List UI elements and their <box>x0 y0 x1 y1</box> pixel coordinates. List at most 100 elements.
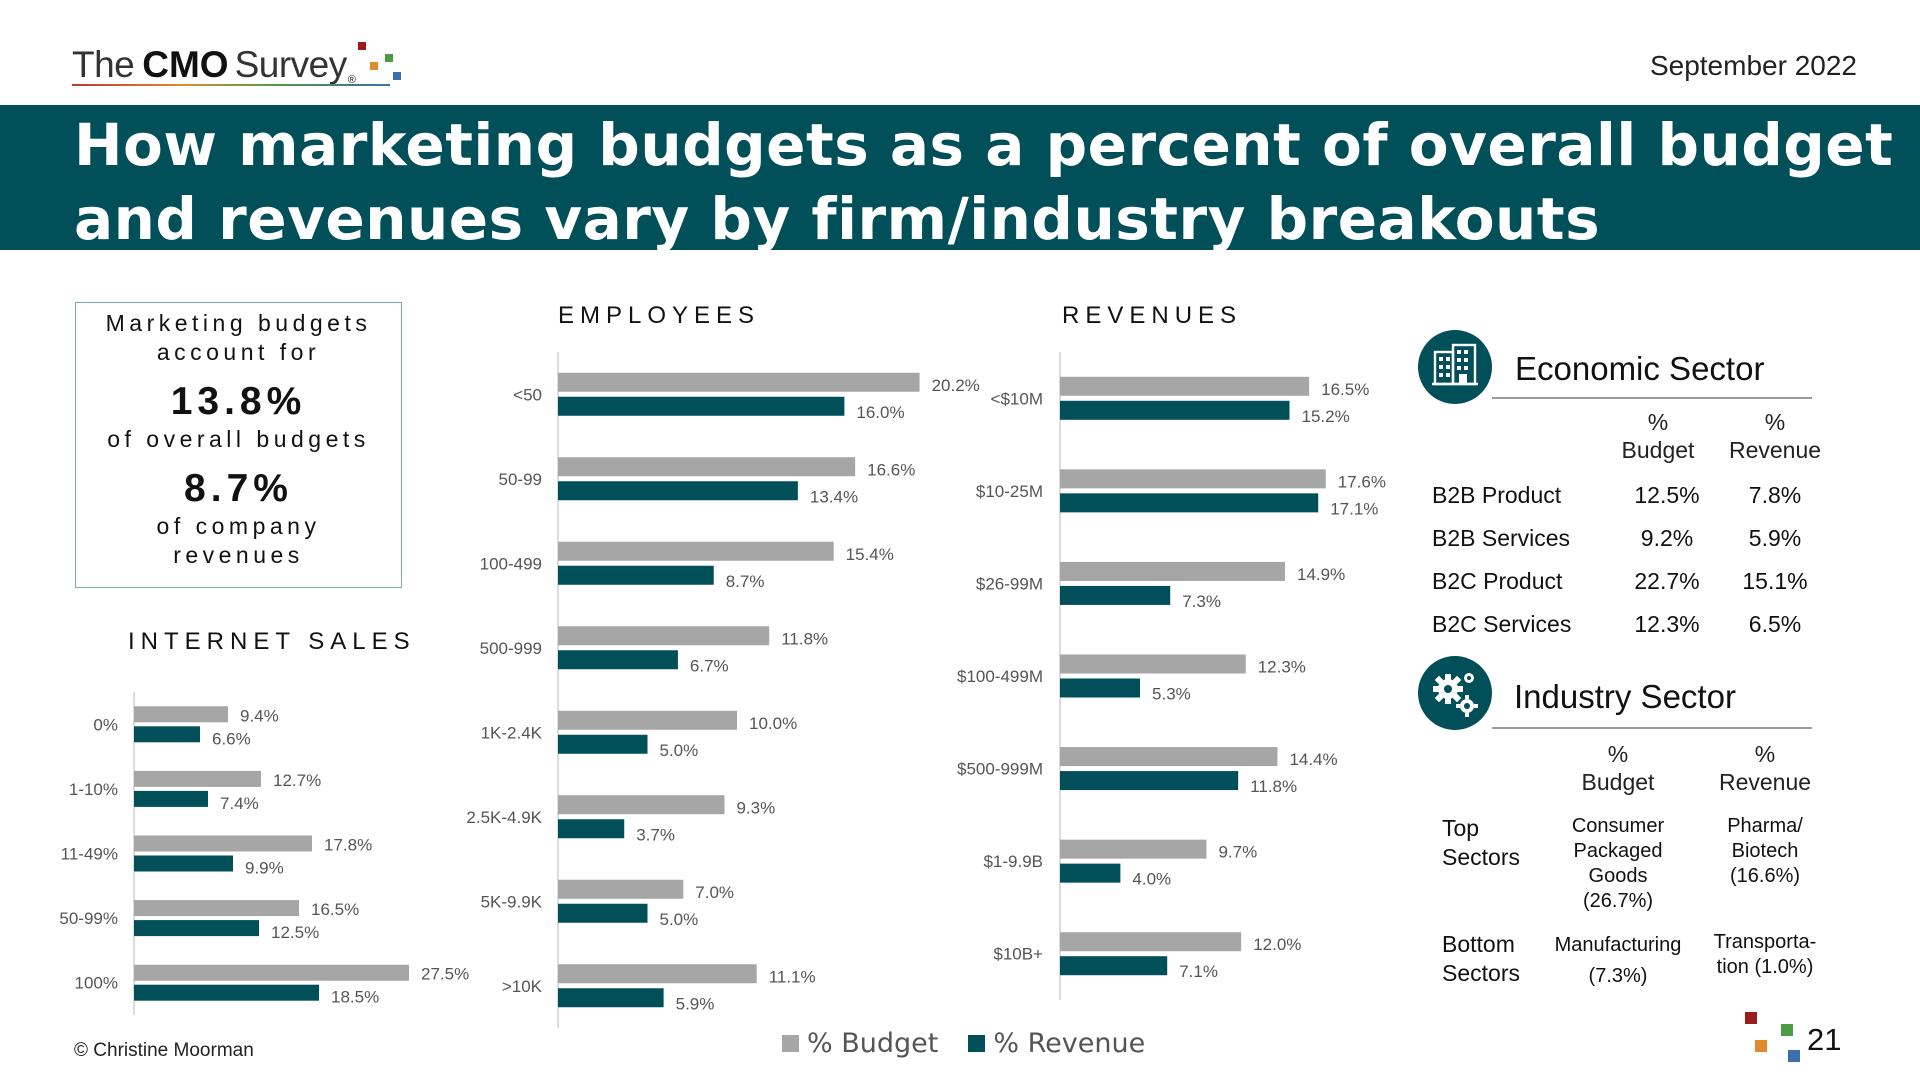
employees-budget-bar <box>558 964 757 984</box>
internet-sales-category-label: 1-10% <box>69 780 118 799</box>
internet-sales-category-label: 0% <box>93 715 118 734</box>
revenues-budget-bar <box>1060 376 1310 396</box>
economic-row-revenue: 5.9% <box>1748 525 1802 551</box>
employees-budget-value: 20.2% <box>932 376 980 395</box>
revenues-revenue-value: 11.8% <box>1250 777 1297 796</box>
chart-legend: % Budget % Revenue <box>782 1026 1175 1060</box>
internet-sales-category-label: 100% <box>75 974 118 993</box>
employees-revenue-bar <box>558 565 714 585</box>
revenues-category-label: $10B+ <box>993 945 1043 964</box>
industry-top-budget-l2: Packaged <box>1573 840 1663 862</box>
industry-bottom-revenue-l2: tion (1.0%) <box>1716 956 1814 978</box>
revenues-budget-value: 16.5% <box>1321 380 1369 399</box>
industry-bottom-budget-l2: (7.3%) <box>1588 965 1648 987</box>
employees-category-label: 500-999 <box>480 639 542 658</box>
employees-budget-value: 16.6% <box>867 460 915 479</box>
revenues-revenue-value: 7.1% <box>1179 962 1218 981</box>
industry-sector-title: Industry Sector <box>1514 678 1736 715</box>
internet-sales-budget-bar <box>134 770 261 787</box>
industry-bottom-revenue-l1: Transporta- <box>1713 931 1817 953</box>
economic-row-label: B2B Services <box>1432 525 1571 551</box>
employees-budget-bar <box>558 372 920 392</box>
employees-category-label: 2.5K-4.9K <box>466 808 542 827</box>
revenues-revenue-bar <box>1060 493 1319 513</box>
employees-revenue-value: 8.7% <box>726 572 765 591</box>
employees-revenue-bar <box>558 396 845 416</box>
legend-budget: % Budget <box>782 1028 938 1059</box>
internet-sales-revenue-value: 12.5% <box>271 923 319 942</box>
economic-col-budget-l1: % <box>1647 409 1669 435</box>
employees-revenue-bar <box>558 903 648 923</box>
footer-square-red <box>1745 1012 1757 1024</box>
summary-budget-pct: 13.8% <box>170 380 307 423</box>
employees-budget-bar <box>558 710 737 730</box>
employees-budget-bar <box>558 457 856 477</box>
revenues-revenue-value: 17.1% <box>1330 499 1378 518</box>
revenues-budget-value: 14.4% <box>1289 750 1337 769</box>
internet-sales-budget-value: 12.7% <box>273 771 321 790</box>
employees-heading: EMPLOYEES <box>558 302 761 329</box>
industry-top-revenue-l2: Biotech <box>1731 840 1799 862</box>
logo-registered: ® <box>347 74 356 86</box>
industry-top-budget-l4: (26.7%) <box>1582 890 1654 912</box>
copyright: © Christine Moorman <box>74 1040 254 1061</box>
employees-category-label: 50-99 <box>499 470 542 489</box>
economic-row: B2B Product 12.5% 7.8% <box>1432 474 1828 517</box>
economic-sector-table: B2B Product 12.5% 7.8% B2B Services 9.2%… <box>1432 474 1828 646</box>
internet-sales-budget-value: 9.4% <box>240 706 279 725</box>
logo-the: The <box>72 44 135 85</box>
internet-sales-revenue-bar <box>134 984 319 1001</box>
employees-budget-value: 7.0% <box>695 883 734 902</box>
employees-revenue-bar <box>558 481 798 501</box>
industry-bottom-budget-l1: Manufacturing <box>1554 934 1682 956</box>
industry-col-budget: % Budget <box>1568 740 1668 796</box>
revenues-revenue-bar <box>1060 956 1168 976</box>
industry-top-label: Top Sectors <box>1442 814 1520 872</box>
employees-category-label: <50 <box>513 385 542 404</box>
revenues-revenue-bar <box>1060 585 1171 605</box>
employees-revenue-value: 13.4% <box>810 487 858 506</box>
employees-revenue-bar <box>558 819 625 839</box>
revenues-budget-bar <box>1060 561 1285 581</box>
employees-revenue-bar <box>558 650 678 670</box>
footer-square-green <box>1781 1024 1793 1036</box>
employees-revenue-value: 6.7% <box>690 656 729 675</box>
revenues-budget-value: 12.0% <box>1253 935 1301 954</box>
employees-revenue-value: 5.9% <box>676 994 715 1013</box>
economic-col-revenue: % Revenue <box>1722 408 1828 464</box>
revenues-heading: REVENUES <box>1062 302 1243 329</box>
employees-budget-value: 10.0% <box>749 714 797 733</box>
industry-bottom-label: Bottom Sectors <box>1442 930 1520 988</box>
economic-row-revenue: 7.8% <box>1748 482 1802 508</box>
employees-revenue-value: 16.0% <box>856 403 904 422</box>
internet-sales-revenue-value: 6.6% <box>212 729 251 748</box>
revenues-budget-value: 17.6% <box>1338 472 1386 491</box>
internet-sales-revenue-bar <box>134 726 200 743</box>
revenues-revenue-bar <box>1060 400 1290 420</box>
industry-col-budget-l1: % <box>1607 741 1629 767</box>
economic-row-budget: 12.5% <box>1634 482 1700 508</box>
revenues-revenue-value: 15.2% <box>1302 407 1350 426</box>
employees-budget-bar <box>558 879 684 899</box>
revenues-budget-bar <box>1060 654 1246 674</box>
revenues-budget-value: 9.7% <box>1218 843 1257 862</box>
economic-col-revenue-l1: % <box>1764 409 1786 435</box>
buildings-icon <box>1418 330 1492 404</box>
page-number: 21 <box>1807 1022 1842 1057</box>
logo-survey: Survey <box>234 44 348 85</box>
report-date: September 2022 <box>1649 50 1857 81</box>
industry-top-budget-l3: Goods <box>1588 865 1648 887</box>
economic-row-budget: 22.7% <box>1634 568 1700 594</box>
internet-sales-budget-bar <box>134 706 228 723</box>
employees-revenue-bar <box>558 988 664 1008</box>
gears-icon <box>1418 656 1492 730</box>
industry-bottom-revenue: Transporta- tion (1.0%) <box>1700 930 1830 980</box>
summary-line-1: Marketing budgets <box>105 310 372 336</box>
internet-sales-revenue-bar <box>134 920 259 937</box>
employees-revenue-value: 5.0% <box>660 910 699 929</box>
economic-row-budget: 12.3% <box>1634 611 1700 637</box>
employees-category-label: 5K-9.9K <box>481 892 543 911</box>
employees-revenue-value: 3.7% <box>636 825 675 844</box>
industry-top-revenue-l3: (16.6%) <box>1729 865 1801 887</box>
economic-col-budget: % Budget <box>1612 408 1704 464</box>
